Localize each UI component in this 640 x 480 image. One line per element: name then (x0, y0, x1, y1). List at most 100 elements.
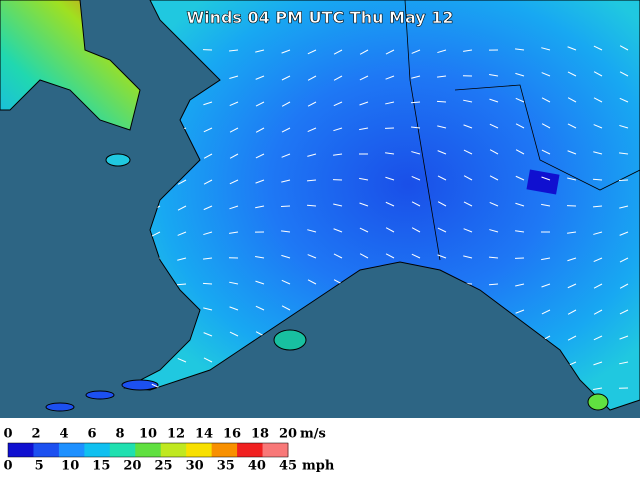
wind-arrow (541, 257, 551, 261)
wind-arrow (255, 153, 265, 159)
mph-tick-label: 20 (123, 459, 141, 474)
wind-arrow (203, 101, 213, 106)
wind-arrow (333, 75, 343, 81)
wind-arrow (255, 75, 265, 80)
wind-arrow (463, 99, 473, 103)
wind-arrow (541, 309, 551, 315)
wind-arrow (281, 179, 291, 183)
wind-arrow (307, 101, 317, 107)
wind-arrow (567, 71, 577, 77)
wind-arrow (385, 201, 395, 207)
wind-arrow (281, 153, 291, 158)
legend-swatch (84, 443, 111, 457)
wind-arrow (619, 231, 629, 236)
wind-arrow (463, 49, 473, 52)
wind-arrow (411, 75, 421, 79)
wind-max-area (526, 169, 560, 195)
wind-arrow (203, 257, 213, 260)
ms-tick-label: 6 (87, 427, 96, 442)
aleutian-island (121, 379, 159, 391)
wind-arrow (229, 153, 239, 159)
wind-arrow (411, 49, 421, 54)
wind-arrow (385, 49, 395, 55)
wind-arrow (229, 127, 239, 133)
legend-swatch (160, 443, 187, 457)
mph-tick-label: 5 (35, 459, 44, 474)
wind-arrow (333, 127, 343, 132)
wind-arrow (411, 151, 421, 155)
legend-frame (7, 442, 289, 458)
border-line (454, 84, 640, 191)
wind-arrow (437, 75, 447, 78)
wind-arrow (463, 124, 473, 129)
wind-arrow (281, 101, 291, 107)
wind-arrow (436, 100, 447, 103)
wind-arrow (515, 72, 525, 77)
wind-arrow (359, 227, 369, 233)
wind-arrow (463, 228, 473, 233)
wind-arrow (255, 49, 265, 53)
wind-arrow (541, 123, 551, 129)
wind-arrow (619, 71, 629, 77)
wind-arrow (359, 49, 369, 55)
ms-tick-label: 18 (251, 427, 269, 442)
kodiak-island (273, 329, 307, 351)
wind-arrow (177, 357, 187, 363)
map-title: Winds 04 PM UTC Thu May 12 (186, 8, 453, 27)
wind-arrow (619, 257, 629, 263)
wind-arrow (619, 45, 629, 51)
wind-arrow (307, 153, 317, 157)
wind-arrow (229, 179, 239, 185)
wind-arrow (229, 101, 239, 107)
wind-arrow (359, 75, 369, 81)
wind-arrow (333, 253, 343, 259)
wind-arrow (229, 205, 239, 210)
wind-arrow (567, 335, 577, 341)
mph-unit: mph (302, 459, 335, 474)
wind-arrow (359, 177, 369, 181)
wind-arrow (463, 255, 473, 259)
wind-arrow (307, 75, 317, 81)
wind-arrow (593, 257, 603, 263)
wind-arrow (333, 228, 343, 233)
wind-arrow (281, 230, 291, 233)
wind-arrow (541, 203, 551, 207)
wind-arrow (515, 283, 525, 287)
wind-arrow (411, 227, 421, 233)
wind-arrow (359, 253, 369, 259)
wind-arrow (437, 175, 447, 181)
wind-arrow (176, 283, 187, 286)
wind-arrow (515, 149, 525, 155)
wind-arrow (593, 335, 603, 341)
wind-arrow (229, 331, 239, 337)
wind-arrow (567, 257, 577, 262)
wind-arrow (281, 49, 291, 54)
wind-arrow (567, 150, 577, 155)
aleutian-island (45, 402, 75, 412)
wind-arrow (202, 282, 213, 285)
wind-arrow (177, 179, 187, 185)
mph-tick-label: 40 (248, 459, 266, 474)
wind-arrow (203, 205, 213, 211)
wind-arrow (437, 254, 447, 259)
wind-arrow (488, 256, 499, 259)
wind-arrow (229, 306, 239, 311)
wind-arrow (255, 305, 265, 311)
wind-arrow (593, 124, 603, 129)
legend-swatch (237, 443, 264, 457)
wind-arrow (203, 357, 213, 363)
wind-arrow (593, 231, 603, 235)
wind-arrow (567, 309, 577, 315)
wind-arrow (437, 49, 447, 54)
wind-arrow (437, 201, 447, 207)
wind-arrow (593, 361, 603, 366)
wind-arrow (619, 205, 629, 209)
wind-arrow (515, 230, 525, 233)
wind-arrow (437, 150, 447, 155)
wind-arrow (593, 283, 603, 289)
wind-arrow (489, 201, 499, 207)
legend-swatch (262, 443, 289, 457)
wind-arrow (463, 201, 473, 207)
wind-arrow (203, 332, 213, 337)
wind-arrow (281, 279, 291, 285)
